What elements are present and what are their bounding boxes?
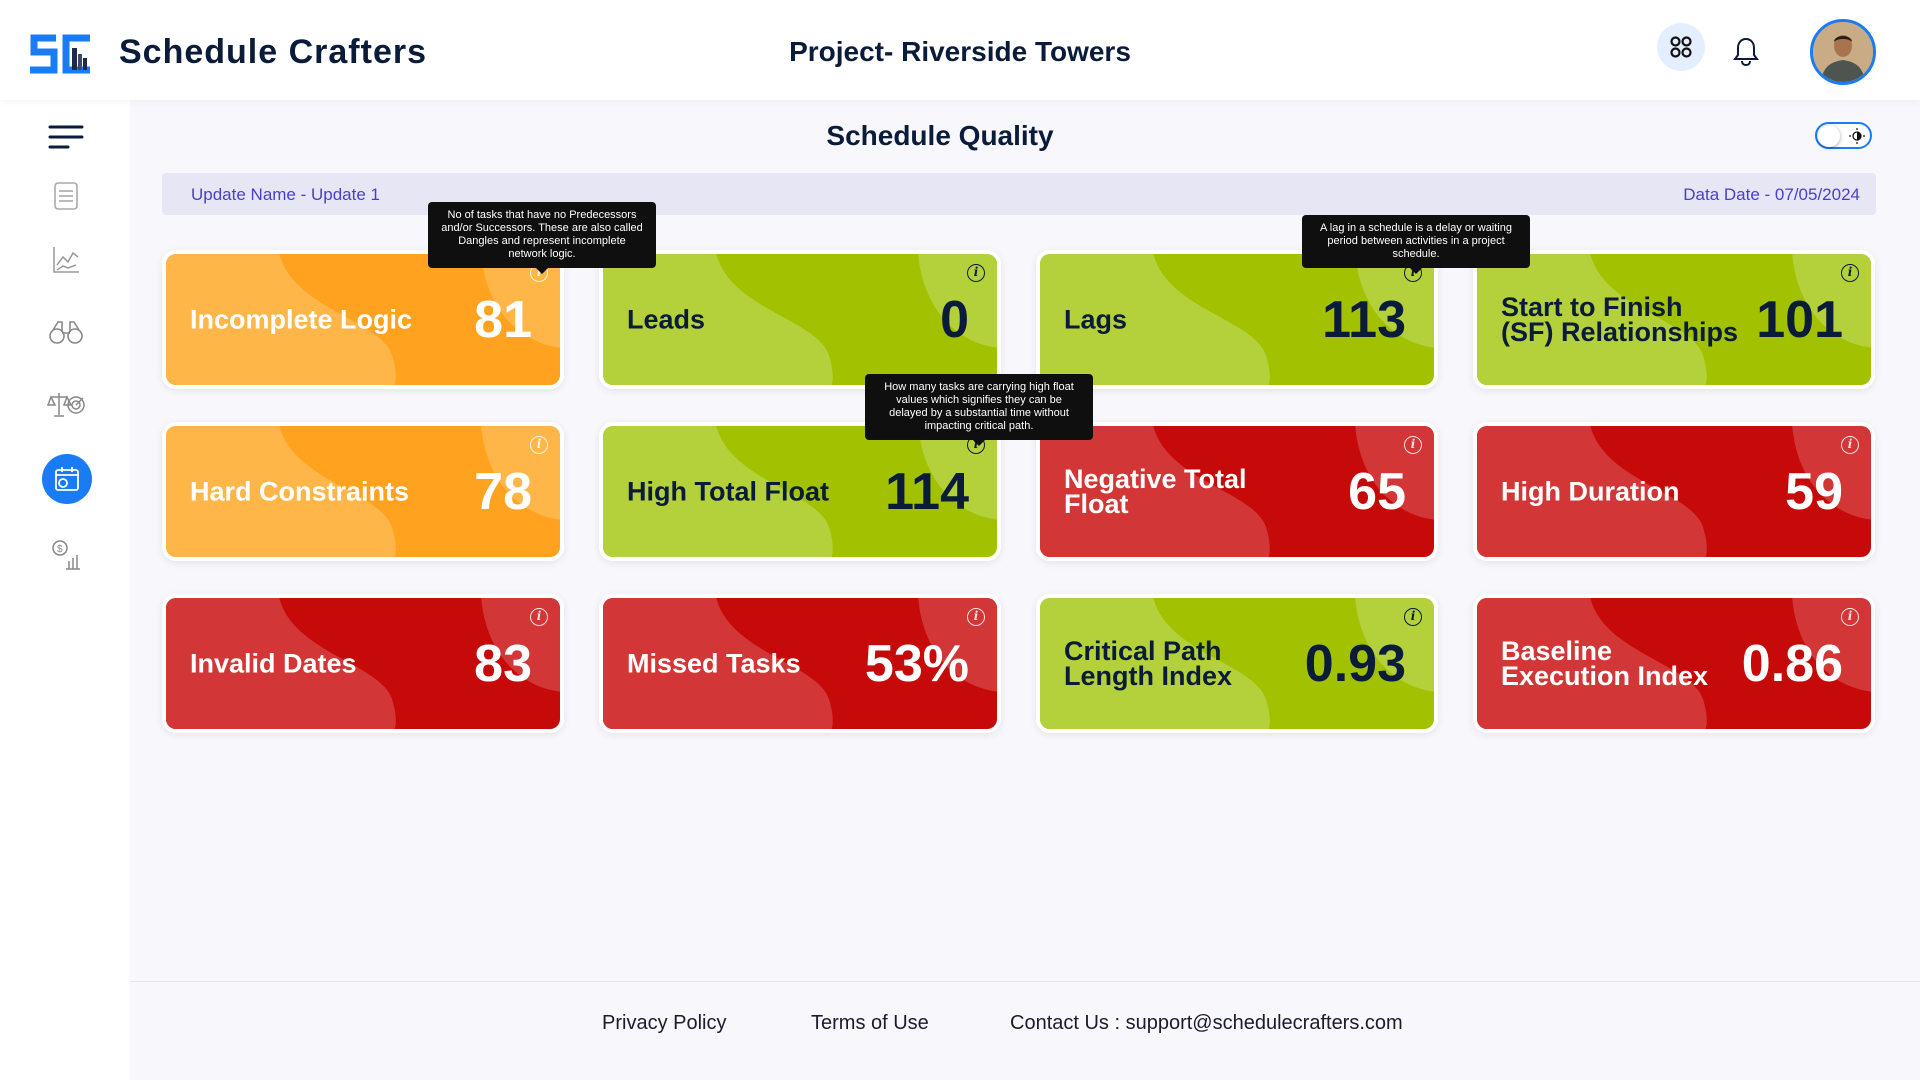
card-value: 0.93 (1304, 634, 1406, 693)
info-icon[interactable]: i (1404, 436, 1422, 454)
card-background (1040, 598, 1434, 729)
calendar-badge-icon (55, 467, 79, 491)
contrast-sun-icon (1849, 128, 1865, 144)
card-label: Negative Total Float (1064, 463, 1247, 519)
metric-card[interactable]: Critical Path Length Index 0.93 i (1036, 594, 1438, 733)
card-background (1040, 426, 1434, 557)
notification-bell-icon[interactable] (1732, 36, 1760, 68)
terms-of-use-link[interactable]: Terms of Use (811, 1012, 929, 1034)
info-icon[interactable]: i (1841, 264, 1859, 282)
card-background (603, 254, 997, 385)
contact-us-link[interactable]: Contact Us : support@schedulecrafters.co… (1010, 1012, 1403, 1034)
info-icon[interactable]: i (1404, 608, 1422, 626)
metric-card[interactable]: High Duration 59 i (1473, 422, 1875, 561)
card-label: Lags (1064, 304, 1128, 334)
menu-toggle-button[interactable] (45, 116, 87, 158)
card-value: 65 (1348, 462, 1406, 521)
svg-text:$: $ (57, 544, 63, 555)
info-tooltip: How many tasks are carrying high float v… (865, 374, 1093, 446)
card-label: Critical Path Length Index (1064, 635, 1232, 691)
metric-card[interactable]: Baseline Execution Index 0.86 i (1473, 594, 1875, 733)
card-value: 114 (885, 462, 969, 521)
card-label: Hard Constraints (190, 476, 410, 506)
metric-card[interactable]: Invalid Dates 83 i (162, 594, 564, 733)
sidebar: $ (0, 100, 130, 1080)
data-date: Data Date - 07/05/2024 (1683, 185, 1860, 204)
apps-grid-icon (1670, 36, 1692, 58)
binoculars-icon (49, 321, 83, 344)
info-icon[interactable]: i (1841, 608, 1859, 626)
metric-card[interactable]: Start to Finish (SF) Relationships 101 i (1473, 250, 1875, 389)
card-value: 101 (1756, 290, 1843, 349)
schedule-list-icon (54, 182, 78, 210)
metric-card[interactable]: Missed Tasks 53% i (599, 594, 1001, 733)
page-title: Schedule Quality (826, 120, 1054, 151)
metric-card[interactable]: High Total Float 114 i How many tasks ar… (599, 374, 1093, 561)
card-value: 113 (1322, 290, 1406, 349)
card-background (166, 598, 560, 729)
card-value: 81 (474, 290, 532, 349)
sidebar-item-schedule-quality[interactable] (42, 454, 92, 504)
card-label: Baseline Execution Index (1501, 635, 1709, 691)
info-icon[interactable]: i (530, 436, 548, 454)
card-value: 59 (1785, 462, 1843, 521)
balance-target-icon (47, 393, 85, 417)
metric-card[interactable]: Incomplete Logic 81 i No of tasks that h… (162, 202, 656, 389)
schedule-crafters-logo[interactable] (28, 34, 94, 74)
card-background (603, 426, 997, 557)
footer-divider (130, 981, 1920, 982)
info-icon[interactable]: i (967, 608, 985, 626)
update-name: Update Name - Update 1 (191, 185, 380, 204)
card-label: Incomplete Logic (190, 304, 413, 334)
user-photo (1813, 22, 1873, 82)
line-chart-icon (53, 247, 79, 273)
card-label: Invalid Dates (190, 648, 357, 678)
cost-chart-icon: $ (52, 540, 80, 570)
card-label: High Duration (1501, 476, 1680, 506)
info-tooltip: A lag in a schedule is a delay or waitin… (1302, 215, 1530, 274)
card-label: Start to Finish (SF) Relationships (1501, 291, 1739, 347)
metric-card[interactable]: Negative Total Float 65 i (1036, 422, 1438, 561)
sidebar-item-cost[interactable]: $ (45, 534, 87, 576)
info-icon[interactable]: i (530, 608, 548, 626)
card-value: 0.86 (1741, 634, 1843, 693)
metric-card[interactable]: Lags 113 i A lag in a schedule is a dela… (1036, 215, 1530, 389)
card-label: Leads (627, 304, 706, 334)
user-avatar[interactable] (1810, 19, 1876, 85)
card-background (1477, 598, 1871, 729)
info-icon[interactable]: i (1841, 436, 1859, 454)
update-info-bar: Update Name - Update 1 Data Date - 07/05… (162, 173, 1876, 215)
apps-button[interactable] (1657, 23, 1705, 71)
sidebar-item-schedule[interactable] (45, 175, 87, 217)
sidebar-item-goals[interactable] (45, 383, 87, 425)
brand-name: Schedule Crafters (119, 33, 427, 71)
card-background (603, 598, 997, 729)
card-value: 83 (474, 634, 532, 693)
info-tooltip: No of tasks that have no Predecessors an… (428, 202, 656, 274)
toggle-knob (1818, 125, 1840, 147)
privacy-policy-link[interactable]: Privacy Policy (602, 1012, 727, 1034)
theme-toggle[interactable] (1815, 122, 1872, 149)
card-label: Missed Tasks (627, 648, 801, 678)
card-value: 0 (940, 290, 969, 349)
card-label: High Total Float (627, 476, 829, 506)
metric-card[interactable]: Hard Constraints 78 i (162, 422, 564, 561)
project-title: Project- Riverside Towers (789, 36, 1131, 67)
sidebar-item-analytics[interactable] (45, 239, 87, 281)
card-value: 53% (864, 634, 969, 693)
sidebar-item-lookahead[interactable] (45, 311, 87, 353)
card-background (1040, 254, 1434, 385)
metric-card[interactable]: Leads 0 i (599, 250, 1001, 389)
hamburger-menu-icon (48, 125, 84, 149)
card-background (166, 426, 560, 557)
card-value: 78 (474, 462, 532, 521)
top-header: Schedule Crafters Project- Riverside Tow… (0, 0, 1920, 100)
info-icon[interactable]: i (967, 264, 985, 282)
